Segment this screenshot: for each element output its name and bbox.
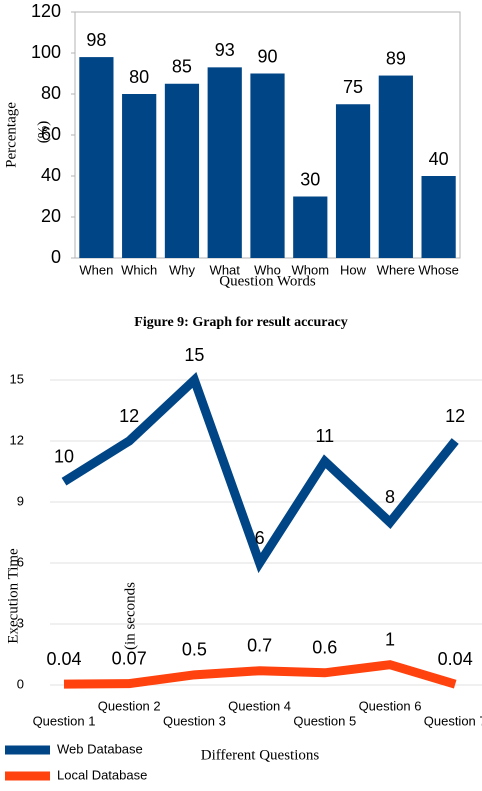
data-label: 1 [385, 629, 395, 649]
data-label: 0.7 [247, 636, 272, 656]
x-tick-label: Question 1 [33, 713, 96, 728]
data-label: 0.04 [438, 649, 473, 669]
x-tick-label: Question 3 [163, 713, 226, 728]
bar [293, 196, 328, 258]
data-label: 90 [257, 46, 277, 66]
bar [378, 75, 413, 258]
y-tick-label: 0 [17, 676, 24, 691]
bar [122, 94, 157, 258]
data-label: 98 [86, 30, 106, 50]
x-tick-label: Question 2 [98, 698, 161, 713]
data-label: 40 [429, 149, 449, 169]
x-tick-label: Question 6 [359, 698, 422, 713]
y-tick-label: 3 [17, 615, 24, 630]
y-tick-label: 120 [31, 1, 61, 21]
bar [250, 73, 285, 258]
data-label: 89 [386, 48, 406, 68]
data-label: 6 [255, 528, 265, 548]
bar [164, 83, 200, 258]
line [63, 660, 457, 689]
x-tick-label: Which [121, 262, 157, 277]
y-tick-label: 60 [41, 124, 61, 144]
y-tick-label: 9 [17, 493, 24, 508]
y-axis-unit: (%) [35, 121, 51, 144]
y-tick-label: 15 [10, 371, 24, 386]
data-label: 80 [129, 67, 149, 87]
x-tick-label: Question 7 [424, 713, 482, 728]
x-axis-label: Question Words [219, 273, 316, 289]
legend-label: Web Database [57, 741, 143, 756]
bar [335, 104, 371, 258]
data-label: 0.6 [312, 638, 337, 658]
y-tick-label: 12 [10, 432, 24, 447]
x-tick-label: Where [377, 262, 415, 277]
legend-label: Local Database [57, 767, 147, 782]
bar [79, 57, 114, 258]
y-tick-label: 20 [41, 206, 61, 226]
x-tick-label: Whom [291, 262, 329, 277]
x-tick-label: Question 4 [228, 698, 291, 713]
caption: Figure 9: Graph for result accuracy [134, 315, 347, 330]
y-tick-label: 40 [41, 165, 61, 185]
line [61, 372, 459, 574]
y-tick-label: 80 [41, 83, 61, 103]
y-tick-label: 6 [17, 554, 24, 569]
data-label: 93 [215, 40, 235, 60]
x-tick-label: Whose [418, 262, 458, 277]
x-tick-label: How [340, 262, 367, 277]
data-label: 30 [300, 169, 320, 189]
x-tick-label: When [79, 262, 113, 277]
y-tick-label: 0 [51, 247, 61, 267]
data-label: 0.07 [112, 648, 147, 668]
x-tick-label: Why [169, 262, 196, 277]
data-label: 75 [343, 77, 363, 97]
y-axis-unit: (in seconds [122, 582, 138, 650]
data-label: 85 [172, 57, 192, 77]
x-tick-label: Who [254, 262, 281, 277]
bar [207, 67, 242, 258]
bar [421, 176, 456, 258]
y-axis-label: Percentage [3, 102, 19, 168]
y-axis-label: Execution Time [5, 548, 21, 644]
x-tick-label: What [210, 262, 241, 277]
x-axis-label: Different Questions [201, 747, 320, 763]
data-label: 0.5 [182, 640, 207, 660]
y-tick-label: 100 [31, 42, 61, 62]
data-label: 10 [54, 446, 74, 466]
data-label: 11 [315, 426, 334, 446]
data-label: 12 [445, 406, 465, 426]
data-label: 12 [119, 406, 139, 426]
data-label: 8 [385, 487, 395, 507]
x-tick-label: Question 5 [293, 713, 356, 728]
data-label: 15 [184, 345, 204, 365]
data-label: 0.04 [46, 649, 81, 669]
